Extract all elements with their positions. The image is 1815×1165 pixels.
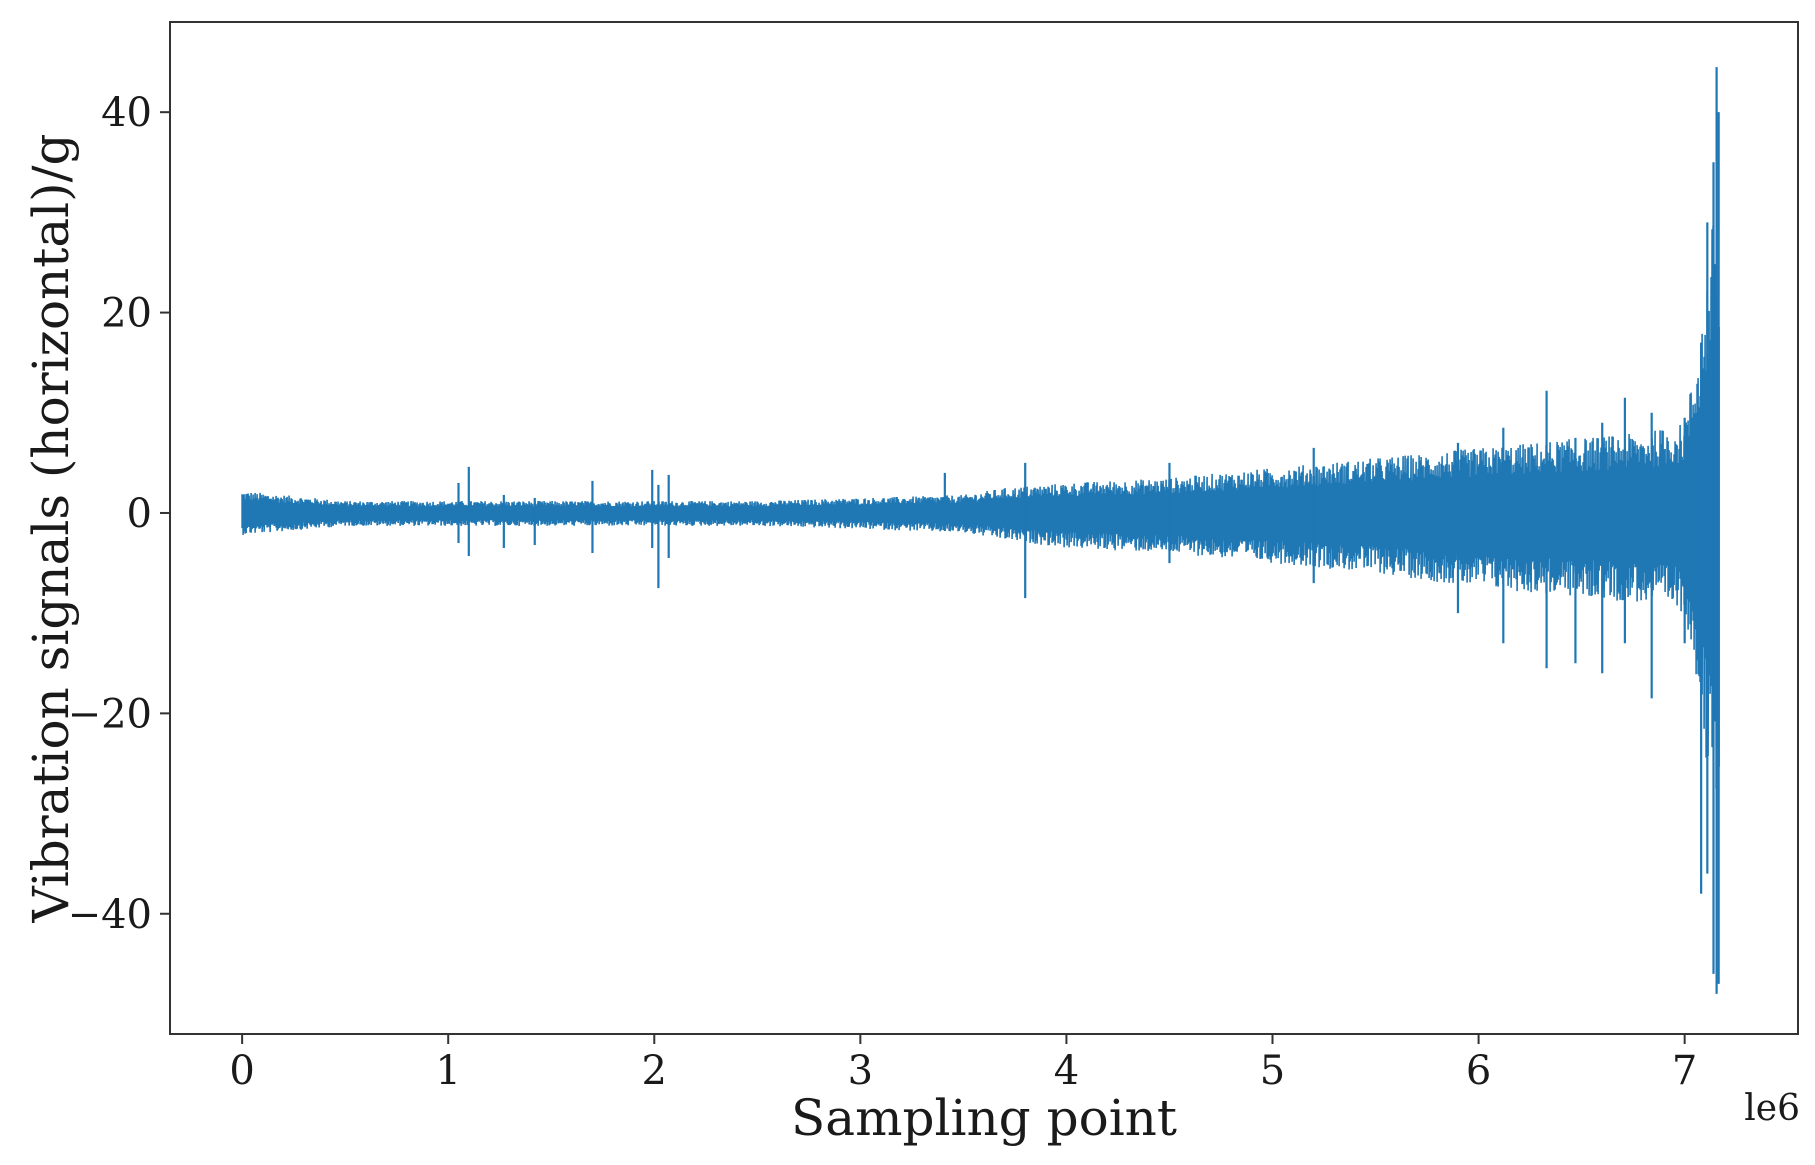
x-tick-label: 6 [1466, 1048, 1491, 1094]
x-tick-label: 1 [435, 1048, 460, 1094]
x-axis-ticks: 0 1 2 3 4 5 6 7 [229, 1034, 1697, 1094]
x-tick-label: 3 [848, 1048, 873, 1094]
x-tick-label: 2 [642, 1048, 667, 1094]
y-axis-ticks: −40 −20 0 20 40 [68, 90, 170, 938]
x-tick-label: 4 [1054, 1048, 1079, 1094]
x-tick-label: 0 [229, 1048, 254, 1094]
y-tick-label: −40 [68, 892, 152, 938]
y-tick-label: −20 [68, 691, 152, 737]
x-tick-label: 7 [1672, 1048, 1697, 1094]
y-tick-label: 40 [101, 90, 152, 136]
series-layer [241, 67, 1720, 994]
x-tick-label: 5 [1260, 1048, 1285, 1094]
y-axis-title: Vibration signals (horizontal)/g [22, 133, 80, 923]
y-tick-label: 20 [101, 291, 152, 337]
y-tick-label: 0 [127, 491, 152, 537]
x-offset-label: le6 [1744, 1088, 1800, 1129]
signal-line [241, 225, 1720, 789]
x-axis-title: Sampling point [791, 1089, 1177, 1147]
